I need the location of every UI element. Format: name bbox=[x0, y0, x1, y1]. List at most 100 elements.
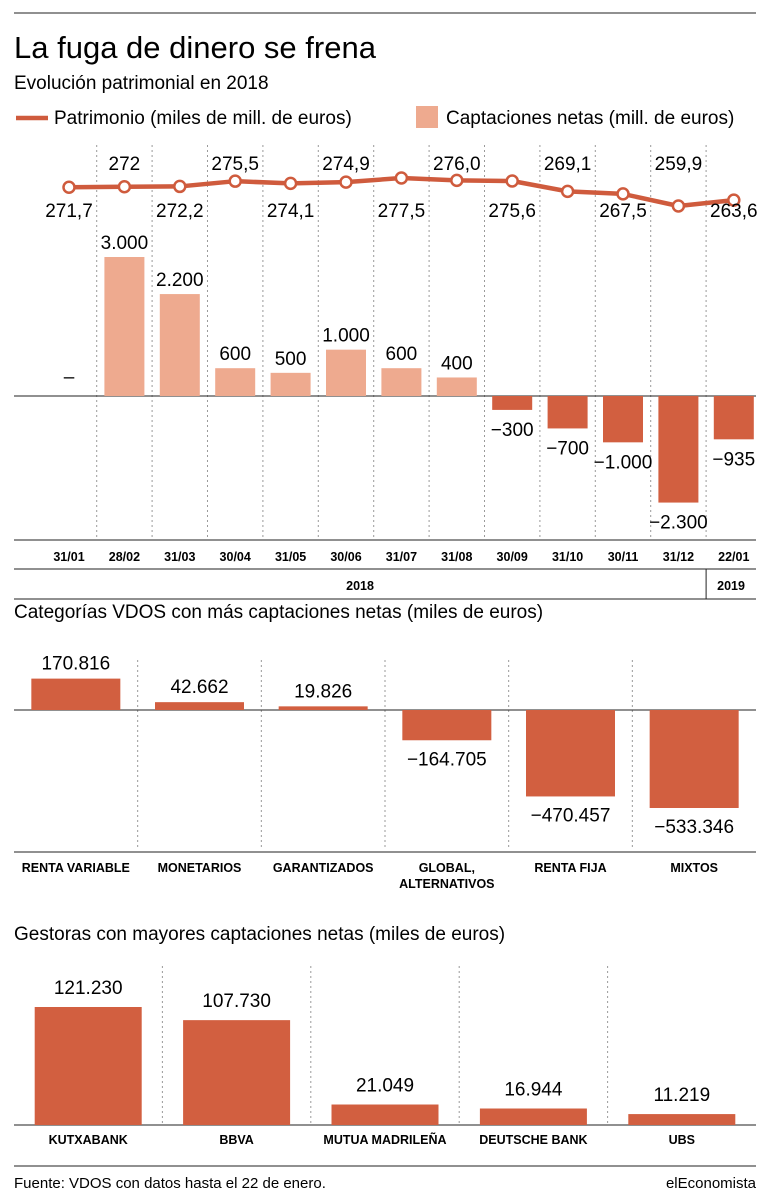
bar bbox=[658, 396, 699, 503]
date-tick-label: 28/02 bbox=[109, 550, 140, 564]
bar bbox=[547, 396, 588, 429]
line-value-label: 276,0 bbox=[433, 154, 481, 175]
date-tick-label: 31/12 bbox=[663, 550, 694, 564]
line-value-label: 269,1 bbox=[544, 154, 592, 175]
bar bbox=[215, 368, 256, 396]
bar bbox=[331, 1104, 439, 1125]
bar-value-label: 11.219 bbox=[653, 1085, 710, 1106]
bar-value-label: −533.346 bbox=[654, 817, 734, 838]
line-value-label: 275,6 bbox=[488, 201, 536, 222]
page-subtitle: Evolución patrimonial en 2018 bbox=[14, 73, 269, 94]
date-tick-label: 31/07 bbox=[386, 550, 417, 564]
bar-value-label: 3.000 bbox=[101, 233, 149, 254]
line-point bbox=[450, 173, 464, 188]
bar-value-label: 42.662 bbox=[170, 677, 228, 698]
bar-value-label: 170.816 bbox=[41, 654, 110, 675]
category-label: MUTUA MADRILEÑA bbox=[323, 1132, 446, 1147]
bar-value-label: 16.944 bbox=[504, 1080, 563, 1101]
bar bbox=[104, 257, 145, 396]
date-tick-label: 31/05 bbox=[275, 550, 306, 564]
category-label: UBS bbox=[669, 1133, 695, 1147]
bar-value-label: −470.457 bbox=[531, 805, 611, 826]
line-value-label: 272 bbox=[109, 154, 141, 175]
bar-value-label: 400 bbox=[441, 353, 473, 374]
category-label: RENTA FIJA bbox=[534, 861, 606, 875]
date-tick-label: 30/04 bbox=[220, 550, 251, 564]
bar bbox=[402, 710, 492, 741]
line-value-label: 274,1 bbox=[267, 201, 315, 222]
date-tick-label: 30/06 bbox=[330, 550, 361, 564]
line-value-label: 272,2 bbox=[156, 201, 204, 222]
legend-bar-label: Captaciones netas (mill. de euros) bbox=[446, 108, 734, 129]
line-value-label: 271,7 bbox=[45, 201, 93, 222]
bar-value-label: – bbox=[64, 367, 75, 388]
bar bbox=[270, 372, 311, 396]
bar bbox=[649, 710, 739, 808]
line-point bbox=[228, 174, 242, 188]
date-tick-label: 31/01 bbox=[53, 550, 84, 564]
bar-value-label: −1.000 bbox=[594, 452, 653, 473]
line-point bbox=[671, 199, 686, 213]
bar bbox=[713, 396, 754, 440]
bar bbox=[183, 1020, 291, 1125]
category-label: DEUTSCHE BANK bbox=[479, 1133, 587, 1147]
line-point bbox=[117, 180, 132, 194]
footer-brand: elEconomista bbox=[666, 1175, 757, 1192]
bar bbox=[628, 1114, 736, 1125]
category-label: BBVA bbox=[219, 1133, 254, 1147]
line-point bbox=[339, 175, 353, 189]
bar bbox=[31, 678, 121, 710]
bar bbox=[381, 368, 422, 396]
bar-value-label: −700 bbox=[546, 438, 589, 459]
line-point bbox=[616, 187, 630, 201]
line-point bbox=[283, 176, 298, 191]
bar-value-label: 2.200 bbox=[156, 270, 204, 291]
year-label: 2019 bbox=[717, 579, 745, 593]
category-label: GARANTIZADOS bbox=[273, 861, 374, 875]
legend-bar-swatch bbox=[416, 106, 438, 128]
date-tick-label: 22/01 bbox=[718, 550, 749, 564]
line-point bbox=[505, 174, 519, 188]
gestoras-title: Gestoras con mayores captaciones netas (… bbox=[14, 924, 505, 945]
patrimonio-chart: – 3.000 2.200 600 500 1.000 600 400 −300 −700−1.0… bbox=[14, 145, 758, 600]
bar bbox=[34, 1007, 142, 1125]
bar bbox=[278, 706, 368, 710]
bar-value-label: −935 bbox=[712, 449, 755, 470]
bar-value-label: 600 bbox=[219, 344, 251, 365]
categorias-chart: 170.816 42.662 19.826 −164.705 −470.457 −533.… bbox=[14, 654, 756, 891]
category-label: RENTA VARIABLE bbox=[22, 861, 130, 875]
date-tick-label: 31/10 bbox=[552, 550, 583, 564]
line-point bbox=[62, 180, 76, 194]
bar bbox=[603, 396, 643, 443]
bar bbox=[155, 702, 244, 710]
date-tick-label: 30/11 bbox=[608, 550, 639, 564]
category-label: MONETARIOS bbox=[158, 861, 242, 875]
date-tick-label: 31/03 bbox=[164, 550, 195, 564]
gestoras-chart: 121.230 107.730 21.049 16.944 11.219 KUTXABAN… bbox=[14, 966, 756, 1147]
bar bbox=[326, 349, 366, 396]
legend-line-label: Patrimonio (miles de mill. de euros) bbox=[54, 108, 352, 129]
line-point bbox=[727, 193, 741, 207]
bar bbox=[526, 710, 615, 797]
category-label: KUTXABANK bbox=[49, 1133, 128, 1147]
category-label: MIXTOS bbox=[670, 861, 718, 875]
bar bbox=[479, 1108, 587, 1125]
line-point bbox=[560, 184, 575, 199]
line-value-label: 275,5 bbox=[211, 154, 259, 175]
legend: Patrimonio (miles de mill. de euros) Cap… bbox=[16, 106, 734, 129]
line-value-label: 274,9 bbox=[322, 154, 370, 175]
bar bbox=[159, 294, 200, 396]
bar-value-label: 21.049 bbox=[356, 1076, 414, 1097]
category-label: GLOBAL, ALTERNATIVOS bbox=[399, 861, 494, 891]
line-value-label: 267,5 bbox=[599, 201, 647, 222]
bar-value-label: −164.705 bbox=[407, 749, 487, 770]
year-label: 2018 bbox=[346, 579, 374, 593]
line-point bbox=[173, 179, 187, 194]
page-title: La fuga de dinero se frena bbox=[14, 30, 377, 65]
bar bbox=[436, 377, 477, 396]
line-value-label: 259,9 bbox=[655, 154, 703, 175]
line-point bbox=[394, 171, 409, 185]
footer-source: Fuente: VDOS con datos hasta el 22 de en… bbox=[14, 1175, 326, 1192]
bar-value-label: 1.000 bbox=[322, 326, 370, 347]
